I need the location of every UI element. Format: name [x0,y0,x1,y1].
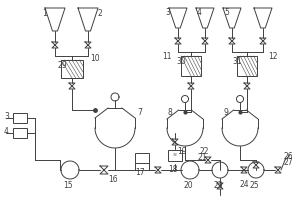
Bar [13,113,27,123]
Text: 16: 16 [108,175,118,184]
Text: 12: 12 [268,52,278,61]
Text: 20: 20 [183,181,193,190]
Text: 22: 22 [199,147,208,156]
Text: 17: 17 [135,168,145,177]
Bar [61,60,83,78]
Bar [13,128,27,138]
Bar [181,56,201,76]
Text: 27: 27 [283,158,292,167]
Text: 15: 15 [63,181,73,190]
Text: ≈: ≈ [173,152,177,158]
Text: 25: 25 [249,181,259,190]
Text: 24: 24 [240,180,250,189]
Text: 8: 8 [167,108,172,117]
Text: 9: 9 [223,108,228,117]
Bar [135,153,149,163]
Text: 1: 1 [42,9,47,18]
Text: 26: 26 [283,152,292,161]
Text: 30: 30 [176,57,186,66]
Text: 23: 23 [213,181,223,190]
Text: 4: 4 [4,127,9,136]
Text: 19: 19 [177,147,187,156]
Bar [237,56,257,76]
Text: 2: 2 [97,9,102,18]
Text: 31: 31 [232,57,242,66]
Bar [168,150,182,160]
Text: 4: 4 [197,8,202,17]
Text: 7: 7 [137,108,142,117]
Text: 3: 3 [165,8,170,17]
Text: 5: 5 [224,8,229,17]
Text: 11: 11 [162,52,172,61]
Text: 18: 18 [168,165,178,174]
Text: 29: 29 [58,61,68,70]
Text: 3: 3 [4,112,9,121]
Text: 21: 21 [197,153,206,162]
Text: 10: 10 [90,54,100,63]
